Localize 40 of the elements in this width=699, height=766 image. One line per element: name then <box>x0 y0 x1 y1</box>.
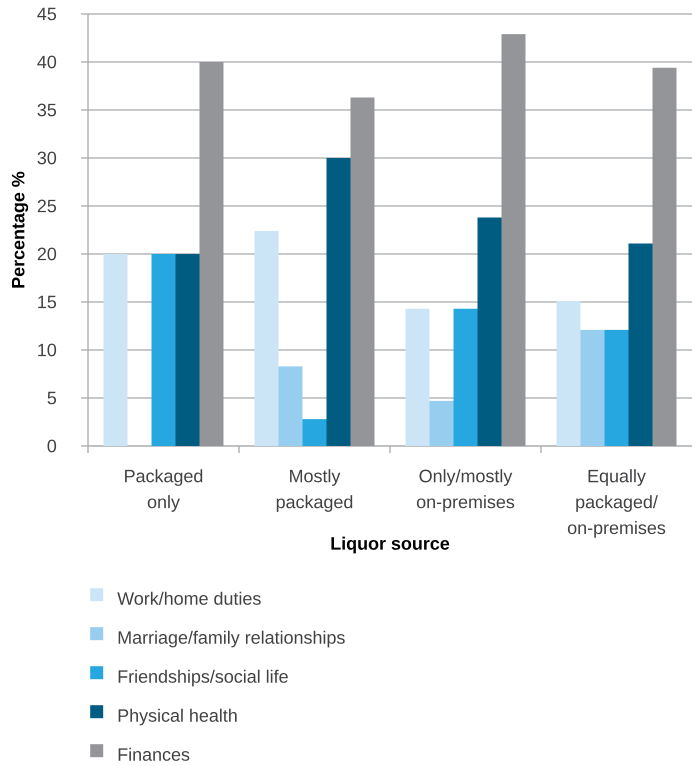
bar <box>628 243 652 446</box>
bar <box>350 98 374 446</box>
x-tick-label: Packaged only <box>125 469 202 512</box>
legend-label: Physical health <box>118 708 237 726</box>
bar <box>580 330 605 446</box>
bar <box>199 62 224 446</box>
y-tick-label: 5 <box>48 392 56 404</box>
bar <box>104 254 128 446</box>
bar <box>278 366 303 446</box>
y-tick-label: 35 <box>38 104 56 116</box>
y-tick-label: 20 <box>38 248 56 260</box>
y-tick-label: 30 <box>38 152 56 164</box>
y-axis-title: Percentage % <box>12 172 28 288</box>
y-tick-label: 10 <box>38 344 56 356</box>
bar <box>478 218 502 446</box>
bar <box>406 308 430 446</box>
y-tick-label: 15 <box>38 296 56 308</box>
bar <box>604 330 628 446</box>
bar <box>302 419 326 446</box>
x-axis-title: Liquor source <box>331 536 450 554</box>
bar <box>454 308 478 446</box>
x-tick-label: Equally packaged/ on-premises <box>568 469 666 538</box>
y-tick-label: 0 <box>48 440 56 452</box>
y-tick-label: 45 <box>37 8 56 20</box>
bar <box>326 158 350 446</box>
x-tick-label: Only/mostly on-premises <box>416 469 514 512</box>
bar <box>175 254 200 446</box>
bar <box>152 254 176 446</box>
y-tick-label: 25 <box>38 200 56 212</box>
y-tick-label: 40 <box>37 56 56 68</box>
legend-label: Finances <box>118 748 190 761</box>
bar <box>430 400 454 446</box>
bar <box>556 301 581 446</box>
legend-label: Marriage/family relationships <box>118 630 345 648</box>
bar <box>254 230 279 446</box>
x-tick-label: Mostly packaged <box>276 469 352 512</box>
bar <box>652 68 676 446</box>
legend-label: Work/home duties <box>117 592 261 605</box>
legend-label: Friendships/social life <box>118 670 288 686</box>
bar <box>501 34 526 446</box>
